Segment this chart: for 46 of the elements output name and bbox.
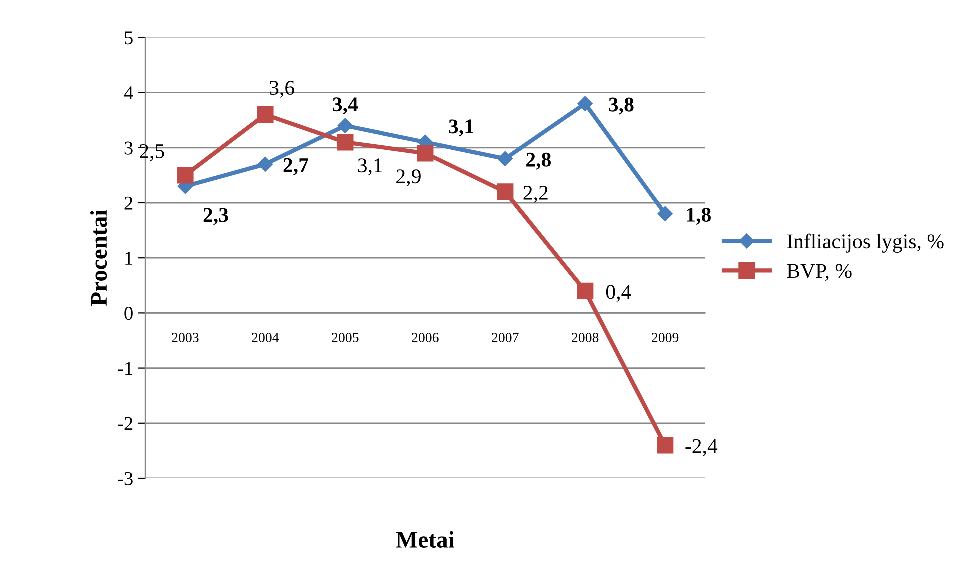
point <box>258 156 273 172</box>
y-tick-label: 5 <box>125 32 133 45</box>
point <box>658 206 673 222</box>
point <box>577 282 594 300</box>
point <box>497 184 514 200</box>
data-label: 0,4 <box>606 285 632 302</box>
x-tick-label: 2007 <box>492 333 519 342</box>
x-tick-label: 2009 <box>652 333 679 342</box>
point <box>498 151 513 166</box>
y-tick-label: -2 <box>118 417 133 430</box>
x-tick-label: 2006 <box>412 333 439 342</box>
legend-label: BVP, % <box>787 264 852 282</box>
data-label: 2,9 <box>396 170 421 187</box>
legend-label: Infliacijos lygis, % <box>787 234 944 253</box>
point <box>177 167 194 184</box>
data-label: 2,7 <box>284 158 308 176</box>
data-label: 1,8 <box>687 208 711 226</box>
y-tick-label: 4 <box>124 86 134 100</box>
point <box>417 145 434 162</box>
y-axis-title: Procentai <box>90 210 108 306</box>
y-tick-label: 3 <box>124 142 133 155</box>
point <box>257 106 274 124</box>
data-label: 2,8 <box>526 152 552 170</box>
y-tick-label: -1 <box>118 362 132 376</box>
point <box>337 134 354 151</box>
y-tick-label: -3 <box>118 472 133 486</box>
data-label: 3,1 <box>449 120 474 137</box>
x-tick-label: 2008 <box>572 333 599 342</box>
x-tick-label: 2005 <box>332 333 359 342</box>
x-tick-label: 2003 <box>172 333 199 342</box>
data-label: 2,3 <box>204 208 228 226</box>
y-tick-label: 2 <box>124 196 133 210</box>
data-label: 3,6 <box>270 81 294 98</box>
point <box>578 96 593 112</box>
y-tick-label: 1 <box>126 252 132 265</box>
point <box>338 118 353 134</box>
data-label: -2,4 <box>686 439 718 456</box>
data-label: 3,8 <box>609 98 634 115</box>
data-label: 3,1 <box>358 158 382 176</box>
data-label: 2,2 <box>524 186 548 203</box>
x-axis-title: Metai <box>396 531 455 548</box>
y-tick-label: 0 <box>124 307 133 320</box>
data-label: 2,5 <box>140 144 164 162</box>
point <box>656 437 674 454</box>
x-tick-label: 2004 <box>252 333 280 342</box>
data-label: 3,4 <box>333 98 358 115</box>
